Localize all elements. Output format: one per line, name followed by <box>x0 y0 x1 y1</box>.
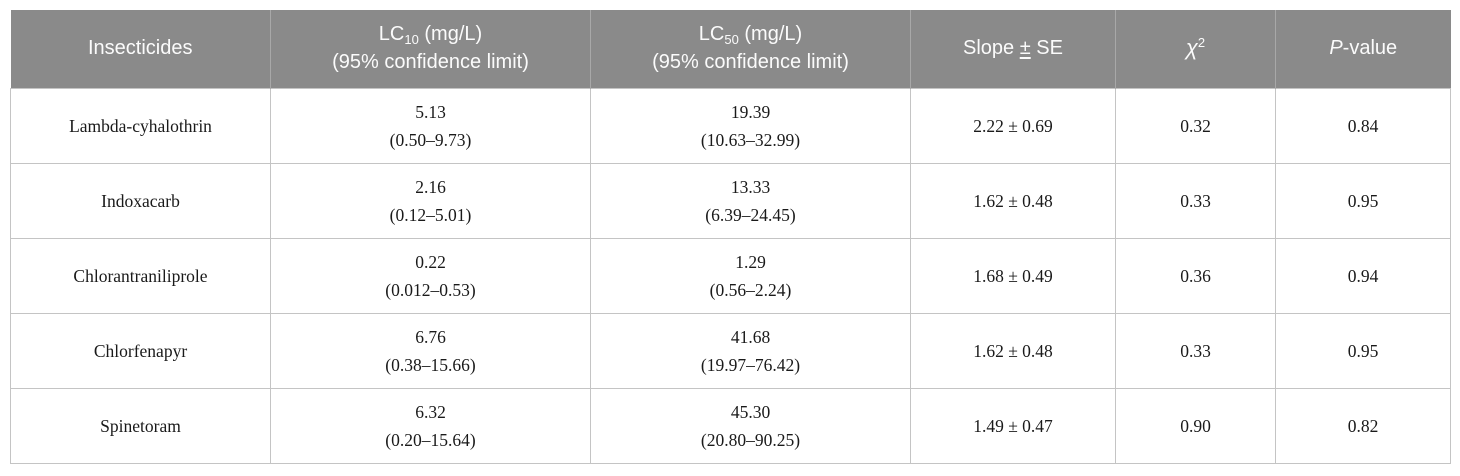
header-insecticides: Insecticides <box>10 10 271 88</box>
header-insecticides-label: Insecticides <box>88 37 193 60</box>
header-lc50: LC50 (mg/L) (95% confidence limit) <box>590 10 911 88</box>
p-value-cell: 0.94 <box>1275 237 1451 314</box>
lc10-value: 2.16 <box>415 176 446 197</box>
lc10-ci: (0.38–15.66) <box>385 354 476 375</box>
lc50-cell: 19.39 (10.63–32.99) <box>590 87 911 164</box>
table-row: Chlorfenapyr 6.76 (0.38–15.66) 41.68 (19… <box>10 312 1451 389</box>
lc10-value: 0.22 <box>415 251 446 272</box>
p-value-cell: 0.84 <box>1275 87 1451 164</box>
lc10-value: 6.76 <box>415 326 446 347</box>
insecticide-name-cell: Spinetoram <box>10 387 271 464</box>
lc50-ci: (10.63–32.99) <box>700 129 801 150</box>
slope-se-cell: 1.68 ± 0.49 <box>910 237 1116 314</box>
table-row: Spinetoram 6.32 (0.20–15.64) 45.30 (20.8… <box>10 387 1451 464</box>
lc10-ci: (0.20–15.64) <box>385 429 476 450</box>
lc50-ci: (0.56–2.24) <box>709 279 792 300</box>
chi2-cell: 0.36 <box>1115 237 1276 314</box>
lc10-value: 6.32 <box>415 401 446 422</box>
chi2-cell: 0.90 <box>1115 387 1276 464</box>
plus-minus-symbol: ± <box>1019 37 1031 60</box>
lc10-ci: (0.012–0.53) <box>385 279 476 300</box>
lc10-subscript: 10 <box>404 32 419 48</box>
slope-se-cell: 1.62 ± 0.48 <box>910 312 1116 389</box>
insecticide-name-cell: Chlorantraniliprole <box>10 237 271 314</box>
chi-superscript: 2 <box>1197 34 1206 50</box>
lc10-ci: (0.12–5.01) <box>389 204 472 225</box>
lc50-cell: 13.33 (6.39–24.45) <box>590 162 911 239</box>
slope-se-cell: 2.22 ± 0.69 <box>910 87 1116 164</box>
p-value-cell: 0.95 <box>1275 312 1451 389</box>
lc50-value: 41.68 <box>730 326 771 347</box>
header-row: Insecticides LC10 (mg/L) (95% confidence… <box>10 10 1451 88</box>
lc50-cell: 45.30 (20.80–90.25) <box>590 387 911 464</box>
lc50-ci: (19.97–76.42) <box>700 354 801 375</box>
table-row: Indoxacarb 2.16 (0.12–5.01) 13.33 (6.39–… <box>10 162 1451 239</box>
lc50-ci: (20.80–90.25) <box>700 429 801 450</box>
header-lc10: LC10 (mg/L) (95% confidence limit) <box>270 10 591 88</box>
chi2-cell: 0.33 <box>1115 162 1276 239</box>
chi-symbol: χ <box>1185 34 1198 60</box>
table-row: Lambda-cyhalothrin 5.13 (0.50–9.73) 19.3… <box>10 87 1451 164</box>
header-slope-se: Slope ± SE <box>910 10 1116 88</box>
lc50-value: 13.33 <box>730 176 771 197</box>
lc10-cell: 6.32 (0.20–15.64) <box>270 387 591 464</box>
lc50-cell: 1.29 (0.56–2.24) <box>590 237 911 314</box>
lc10-confidence-note: (95% confidence limit) <box>332 51 529 74</box>
slope-se-cell: 1.49 ± 0.47 <box>910 387 1116 464</box>
slope-se-cell: 1.62 ± 0.48 <box>910 162 1116 239</box>
header-p-value: P-value <box>1275 10 1451 88</box>
lc50-value: 1.29 <box>735 251 766 272</box>
lc10-cell: 0.22 (0.012–0.53) <box>270 237 591 314</box>
lc50-confidence-note: (95% confidence limit) <box>652 51 849 74</box>
lc50-subscript: 50 <box>724 32 739 48</box>
insecticide-name-cell: Indoxacarb <box>10 162 271 239</box>
table-body: Lambda-cyhalothrin 5.13 (0.50–9.73) 19.3… <box>10 87 1451 464</box>
lc50-cell: 41.68 (19.97–76.42) <box>590 312 911 389</box>
lc10-ci: (0.50–9.73) <box>389 129 472 150</box>
lc10-value: 5.13 <box>415 101 446 122</box>
p-value-cell: 0.95 <box>1275 162 1451 239</box>
insecticide-name-cell: Chlorfenapyr <box>10 312 271 389</box>
insecticide-name-cell: Lambda-cyhalothrin <box>10 87 271 164</box>
lc50-value: 45.30 <box>730 401 771 422</box>
table-header: Insecticides LC10 (mg/L) (95% confidence… <box>10 10 1451 88</box>
chi2-cell: 0.33 <box>1115 312 1276 389</box>
lc10-cell: 5.13 (0.50–9.73) <box>270 87 591 164</box>
chi2-cell: 0.32 <box>1115 87 1276 164</box>
p-value-cell: 0.82 <box>1275 387 1451 464</box>
insecticide-toxicity-table: Insecticides LC10 (mg/L) (95% confidence… <box>10 10 1451 464</box>
header-chi-squared: χ2 <box>1115 10 1276 88</box>
lc10-cell: 2.16 (0.12–5.01) <box>270 162 591 239</box>
lc10-cell: 6.76 (0.38–15.66) <box>270 312 591 389</box>
table-row: Chlorantraniliprole 0.22 (0.012–0.53) 1.… <box>10 237 1451 314</box>
lc50-value: 19.39 <box>730 101 771 122</box>
lc50-ci: (6.39–24.45) <box>705 204 796 225</box>
